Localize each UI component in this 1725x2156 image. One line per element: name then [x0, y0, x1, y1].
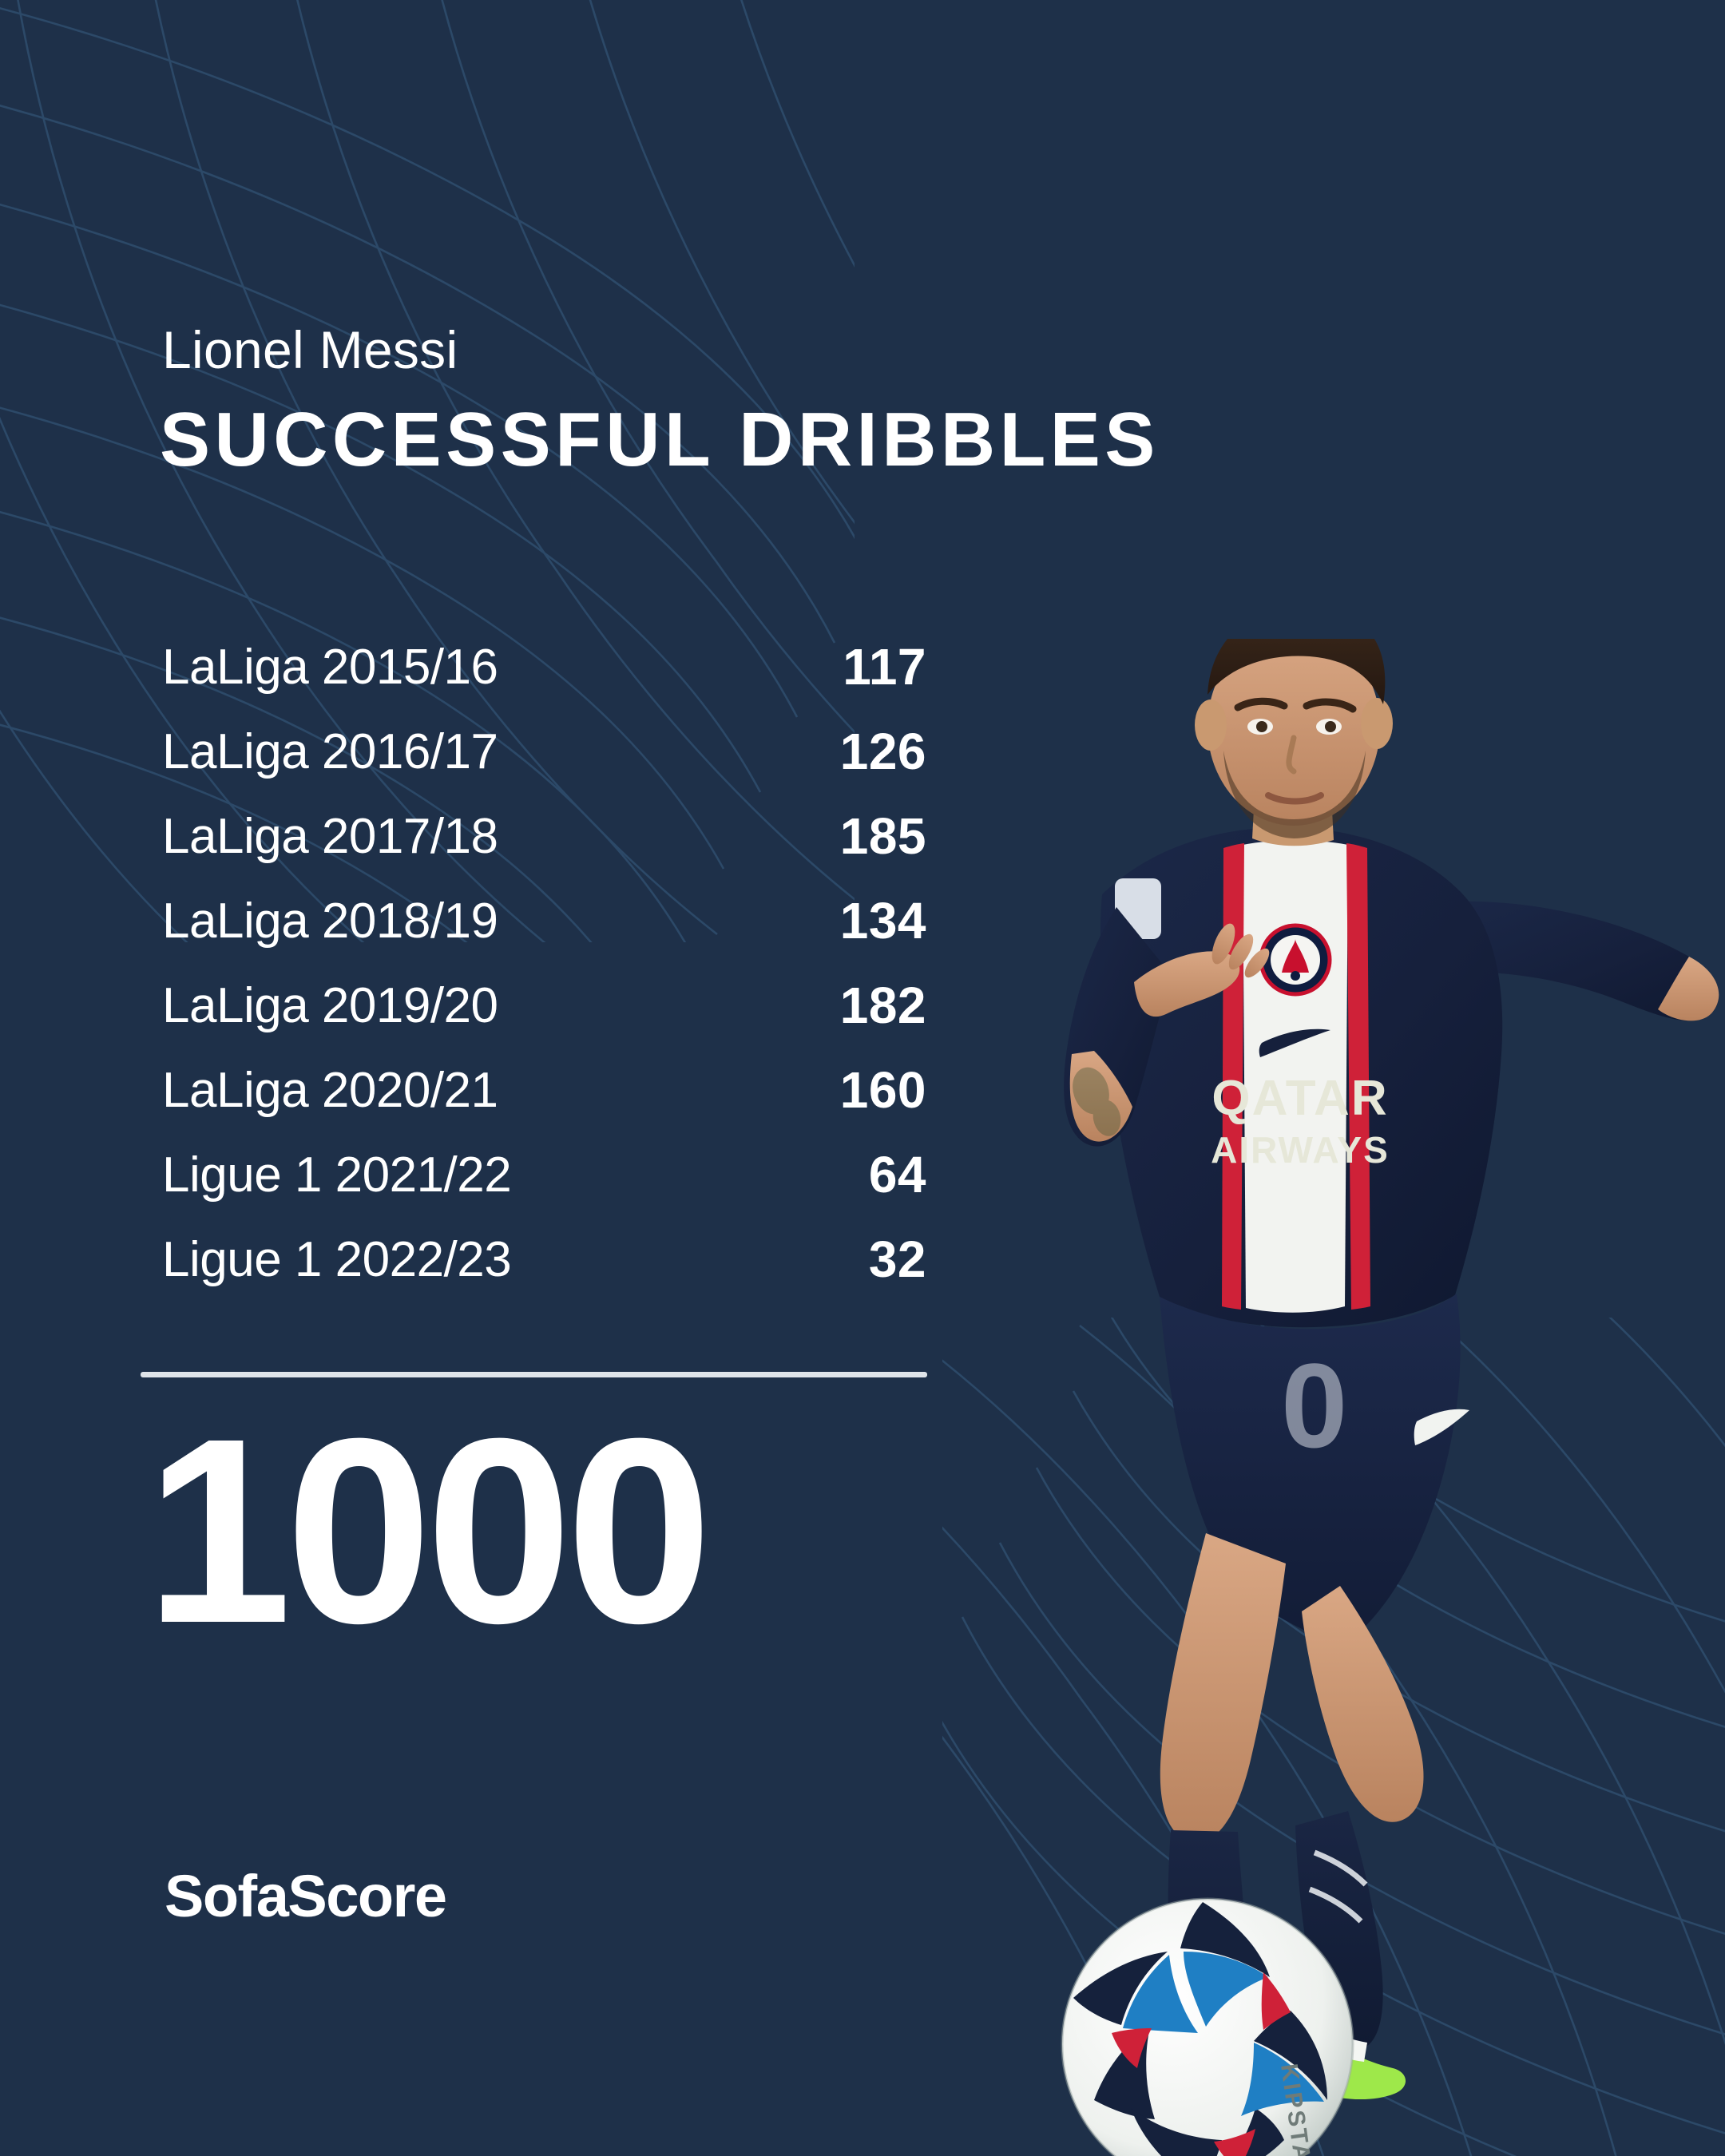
row-label: LaLiga 2016/17 [162, 723, 498, 779]
row-value: 32 [868, 1231, 926, 1288]
row-value: 134 [839, 892, 926, 949]
page-title: SUCCESSFUL DRIBBLES [160, 397, 1160, 482]
row-label: LaLiga 2019/20 [162, 977, 498, 1033]
player-photo: QATAR AIRWAYS [1061, 639, 1719, 2156]
total-value: 1000 [145, 1383, 712, 1678]
svg-text:QATAR: QATAR [1211, 1071, 1388, 1126]
total-divider [141, 1372, 927, 1377]
row-label: LaLiga 2017/18 [162, 808, 498, 864]
svg-text:AIRWAYS: AIRWAYS [1211, 1129, 1390, 1171]
table-row: LaLiga 2020/21 160 [0, 1048, 942, 1132]
row-label: LaLiga 2015/16 [162, 639, 498, 695]
player-name: Lionel Messi [162, 320, 458, 379]
row-value: 64 [868, 1146, 926, 1203]
table-row: LaLiga 2018/19 134 [0, 878, 942, 963]
row-value: 160 [839, 1061, 926, 1119]
row-label: LaLiga 2018/19 [162, 893, 498, 949]
row-label: Ligue 1 2021/22 [162, 1147, 512, 1203]
table-row: LaLiga 2015/16 117 [0, 624, 942, 709]
table-row: Ligue 1 2022/23 32 [0, 1217, 942, 1302]
row-label: LaLiga 2020/21 [162, 1062, 498, 1118]
row-value: 126 [839, 723, 926, 780]
table-row: Ligue 1 2021/22 64 [0, 1132, 942, 1217]
table-row: LaLiga 2017/18 185 [0, 794, 942, 878]
row-value: 185 [839, 807, 926, 865]
svg-text:0: 0 [1281, 1338, 1347, 1472]
table-row: LaLiga 2016/17 126 [0, 709, 942, 794]
sofascore-logo: SofaScore [165, 1863, 447, 1929]
row-value: 117 [843, 638, 926, 696]
row-value: 182 [839, 977, 926, 1034]
content-column: Lionel Messi SUCCESSFUL DRIBBLES LaLiga … [0, 320, 1155, 1929]
row-label: Ligue 1 2022/23 [162, 1231, 512, 1287]
table-row: LaLiga 2019/20 182 [0, 963, 942, 1048]
stats-table: LaLiga 2015/16 117 LaLiga 2016/17 126 La… [0, 624, 942, 1302]
